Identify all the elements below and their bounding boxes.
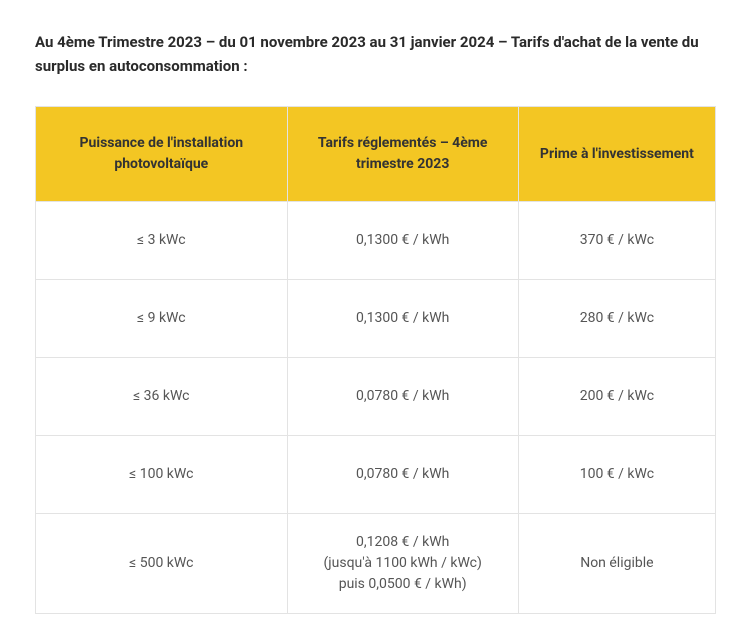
cell-tariff: 0,0780 € / kWh <box>287 436 518 514</box>
cell-tariff: 0,0780 € / kWh <box>287 358 518 436</box>
cell-tariff: 0,1300 € / kWh <box>287 280 518 358</box>
cell-bonus: Non éligible <box>518 514 715 614</box>
col-header-power: Puissance de l'installation photovoltaïq… <box>36 107 288 202</box>
table-row: ≤ 500 kWc 0,1208 € / kWh(jusqu'à 1100 kW… <box>36 514 716 614</box>
cell-power: ≤ 100 kWc <box>36 436 288 514</box>
page-title: Au 4ème Trimestre 2023 – du 01 novembre … <box>35 30 716 78</box>
cell-bonus: 280 € / kWc <box>518 280 715 358</box>
table-row: ≤ 3 kWc 0,1300 € / kWh 370 € / kWc <box>36 202 716 280</box>
cell-bonus: 100 € / kWc <box>518 436 715 514</box>
col-header-bonus: Prime à l'investissement <box>518 107 715 202</box>
cell-power: ≤ 36 kWc <box>36 358 288 436</box>
table-row: ≤ 100 kWc 0,0780 € / kWh 100 € / kWc <box>36 436 716 514</box>
cell-power: ≤ 9 kWc <box>36 280 288 358</box>
cell-power: ≤ 3 kWc <box>36 202 288 280</box>
tariff-table: Puissance de l'installation photovoltaïq… <box>35 106 716 614</box>
cell-bonus: 370 € / kWc <box>518 202 715 280</box>
table-row: ≤ 9 kWc 0,1300 € / kWh 280 € / kWc <box>36 280 716 358</box>
cell-tariff: 0,1208 € / kWh(jusqu'à 1100 kWh / kWc)pu… <box>287 514 518 614</box>
cell-power: ≤ 500 kWc <box>36 514 288 614</box>
cell-tariff: 0,1300 € / kWh <box>287 202 518 280</box>
col-header-tariff: Tarifs réglementés – 4ème trimestre 2023 <box>287 107 518 202</box>
cell-bonus: 200 € / kWc <box>518 358 715 436</box>
table-row: ≤ 36 kWc 0,0780 € / kWh 200 € / kWc <box>36 358 716 436</box>
